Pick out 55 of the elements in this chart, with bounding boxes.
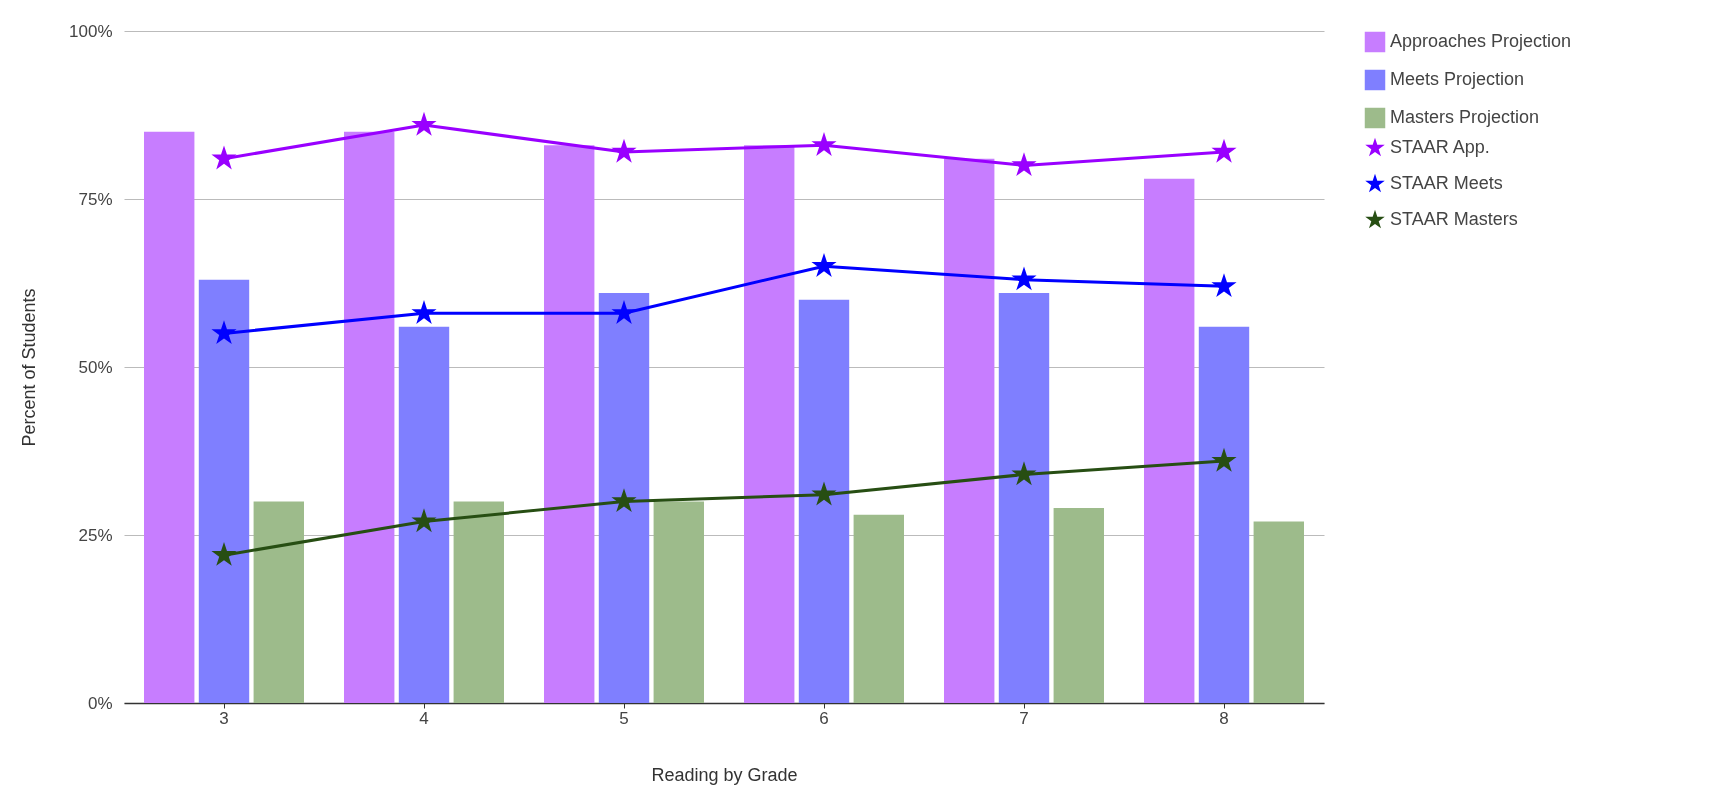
legend-label: STAAR Meets [1390,173,1503,193]
bar [998,293,1050,703]
point [1211,447,1237,472]
bar [198,279,250,703]
point [1211,138,1237,163]
y-tick-label: 50% [78,357,113,377]
point [611,300,637,324]
x-tick-label: 8 [1219,708,1229,728]
bar [798,299,850,703]
bar [1198,326,1250,703]
point [411,111,437,136]
x-tick-label: 6 [819,708,829,728]
point [1011,461,1037,486]
bar [744,145,795,703]
y-axis-title: Percent of Students [19,288,40,447]
point [411,300,437,324]
x-tick-label: 7 [1019,708,1029,728]
point [211,145,237,170]
x-tick-label: 4 [419,708,429,728]
y-tick-label: 25% [78,525,113,545]
x-tick-label: 5 [619,708,629,728]
point [811,132,837,156]
point [1211,273,1237,298]
y-tick-label: 75% [78,189,113,209]
y-tick-label: 0% [87,693,113,713]
legend-label: STAAR Masters [1390,209,1518,229]
point [811,252,837,277]
bar [944,158,995,703]
bar [1053,508,1104,703]
bar [344,131,395,703]
bar [653,501,704,703]
point [611,488,637,513]
x-tick-label: 3 [219,708,229,728]
point [211,320,237,345]
point [211,541,237,566]
legend-label: Masters Projection [1390,107,1540,127]
point [811,481,837,506]
point [1011,266,1037,291]
point [1011,152,1037,177]
point [411,508,437,533]
y-tick-label: 100% [69,21,113,41]
bar [398,326,450,703]
x-axis-title: Reading by Grade [651,764,798,785]
bar [544,145,595,703]
legend-label: STAAR App. [1390,137,1490,157]
bar [453,501,504,703]
bar [598,293,650,703]
bar [253,501,304,703]
bar [144,131,195,703]
legend-label: Meets Projection [1390,69,1525,89]
legend-label: Approaches Projection [1390,31,1572,51]
bar [853,514,904,703]
bar [1144,178,1195,703]
bar [1253,521,1304,703]
point [611,138,637,163]
